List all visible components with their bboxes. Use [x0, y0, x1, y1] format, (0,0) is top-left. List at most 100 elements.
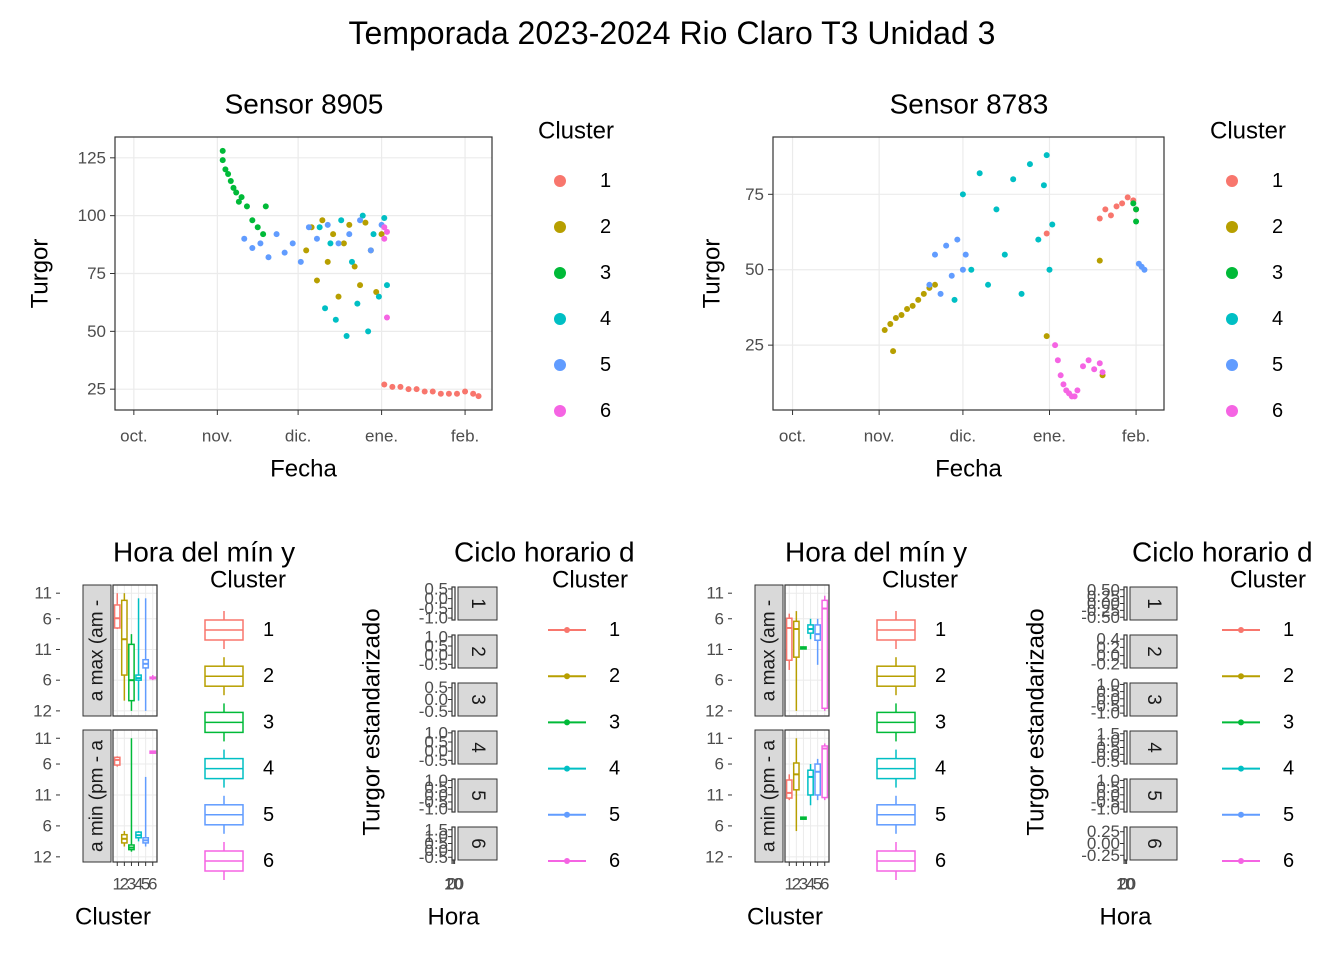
- point: [1096, 257, 1103, 264]
- point: [241, 235, 248, 242]
- strip: [1129, 730, 1178, 765]
- point: [1046, 266, 1053, 273]
- point: [305, 224, 312, 231]
- point: [887, 321, 894, 328]
- x-tick-label: 2: [792, 875, 801, 894]
- y-tick-label: 0.25: [1087, 822, 1120, 841]
- strip: [457, 586, 498, 621]
- panel-border: [784, 729, 830, 863]
- strip-label: a min (pm - a: [759, 740, 780, 852]
- point: [381, 381, 388, 388]
- legend-label: 5: [600, 354, 611, 376]
- point: [367, 247, 374, 254]
- point: [1043, 333, 1050, 340]
- point: [926, 281, 933, 288]
- point: [381, 214, 388, 221]
- y-tick-label: 0.50: [1087, 580, 1120, 599]
- y-tick-label: 0.5: [1096, 738, 1120, 757]
- x-tick-label: 10: [1116, 875, 1135, 894]
- legend-title: Cluster: [538, 118, 614, 145]
- y-tick-label: 1.0: [1096, 771, 1120, 790]
- plot-panel: [451, 730, 456, 765]
- plot-panel: [1123, 730, 1128, 765]
- box: [792, 762, 800, 791]
- point: [1035, 236, 1042, 243]
- point: [445, 390, 452, 397]
- point: [962, 251, 969, 258]
- strip-label: 5: [1143, 790, 1164, 801]
- x-tick-label: 3: [127, 875, 136, 894]
- x-tick-label: 0: [1119, 875, 1128, 894]
- panel-border: [112, 729, 158, 863]
- plot-panel: [451, 586, 456, 621]
- point: [1102, 206, 1109, 213]
- y-tick-label: -0.25: [1081, 601, 1120, 620]
- y-tick-label: 1.0: [1096, 675, 1120, 694]
- legend-key: [564, 719, 570, 726]
- strip: [754, 729, 784, 863]
- plot-panel: [1123, 826, 1128, 861]
- point: [890, 348, 897, 355]
- point: [254, 224, 261, 231]
- legend-key: [554, 267, 566, 279]
- y-tick-label: -0.25: [1081, 846, 1120, 865]
- point: [892, 314, 899, 321]
- y-tick-label: 0.0: [424, 742, 448, 761]
- point: [1049, 221, 1056, 228]
- legend-key: [564, 858, 570, 864]
- chart-title: Ciclo horario d: [1132, 537, 1313, 568]
- point: [281, 249, 288, 256]
- box: [128, 643, 135, 702]
- legend-key: [554, 221, 566, 233]
- y-tick-label: 12: [705, 847, 724, 866]
- point: [1119, 200, 1126, 207]
- point: [265, 254, 272, 261]
- strip: [457, 682, 498, 717]
- point: [357, 282, 364, 289]
- point: [362, 219, 369, 226]
- point: [915, 296, 922, 303]
- point: [898, 311, 905, 318]
- point: [959, 191, 966, 198]
- point: [373, 289, 380, 296]
- point: [235, 198, 242, 205]
- point: [273, 231, 280, 238]
- x-axis-title: Cluster: [747, 904, 823, 931]
- y-tick-label: 6: [715, 816, 724, 835]
- panel-border: [784, 584, 830, 717]
- strip-label: 5: [467, 790, 488, 801]
- strip-label: a max (am -: [87, 600, 108, 701]
- legend-label: 3: [263, 711, 274, 733]
- y-tick-label: 1.0: [424, 627, 448, 646]
- point: [383, 228, 390, 235]
- point: [1091, 366, 1098, 373]
- strip: [1129, 586, 1178, 621]
- point: [297, 258, 304, 265]
- legend-key: [564, 765, 570, 772]
- box: [814, 624, 822, 642]
- x-tick-label: feb.: [1122, 427, 1150, 446]
- legend-key: [1226, 313, 1238, 325]
- y-tick-label: -0.5: [1091, 792, 1120, 811]
- legend-label: 1: [600, 170, 611, 192]
- point: [1096, 215, 1103, 222]
- point: [881, 327, 888, 334]
- legend-label: 2: [609, 665, 620, 687]
- legend-label: 4: [1272, 308, 1283, 330]
- plot-panel: [451, 682, 456, 717]
- point: [968, 266, 975, 273]
- y-tick-label: 0.5: [424, 579, 448, 598]
- y-tick-label: 6: [43, 816, 52, 835]
- legend-label: 2: [1283, 665, 1294, 687]
- point: [1099, 369, 1106, 376]
- x-tick-label: 20: [445, 875, 464, 894]
- strip-label: 3: [1143, 694, 1164, 705]
- point: [937, 290, 944, 297]
- point: [413, 386, 420, 393]
- legend-label: 6: [1272, 400, 1283, 422]
- legend-label: 6: [600, 400, 611, 422]
- point: [230, 184, 237, 191]
- point: [1026, 161, 1033, 168]
- y-tick-label: 0.5: [424, 834, 448, 853]
- point: [335, 240, 342, 247]
